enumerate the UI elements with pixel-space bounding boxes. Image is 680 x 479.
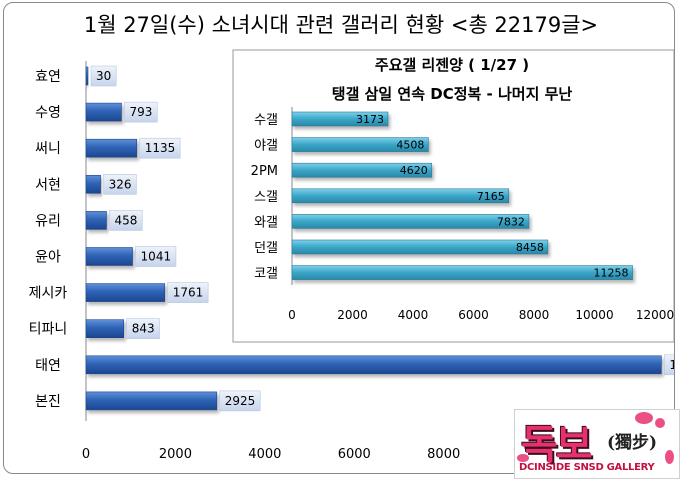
main-data-label: 326: [109, 177, 132, 191]
main-x-tick-label: 2000: [159, 447, 192, 462]
main-x-tick-label: 0: [82, 447, 90, 462]
main-bar: [85, 175, 101, 194]
main-category-label: 유리: [35, 213, 61, 229]
main-data-label-box: [135, 246, 177, 267]
gallery-watermark-logo: 독보 (獨步) DCINSIDE SNSD GALLERY: [514, 409, 680, 479]
inset-category-label: 와갤: [254, 215, 278, 230]
main-data-label: 843: [132, 322, 155, 336]
main-bar: [85, 247, 133, 266]
main-data-label-box: [664, 354, 674, 376]
main-bar: [85, 355, 662, 375]
watermark-main-text: 독보: [521, 422, 593, 468]
inset-x-tick-label: 8000: [519, 308, 550, 322]
main-category-label: 써니: [35, 141, 61, 157]
main-data-label: 793: [129, 105, 152, 119]
main-data-label-box: [124, 101, 158, 123]
inset-bar: [291, 265, 633, 280]
inset-data-label: 4620: [400, 164, 428, 177]
main-data-label-box: [167, 282, 209, 303]
chart-title: 1월 27일(수) 소녀시대 관련 갤러리 현황 <총 22179글>: [84, 13, 598, 37]
inset-bar: [291, 214, 530, 229]
main-data-label: 1135: [145, 141, 176, 155]
inset-bar: [291, 188, 510, 204]
main-chart: 1월 27일(수) 소녀시대 관련 갤러리 현황 <총 22179글> 0 200…: [29, 13, 675, 462]
inset-bar: [291, 162, 433, 178]
main-data-label-box: [103, 174, 137, 195]
inset-data-label: 4508: [396, 139, 424, 152]
main-category-label: 본진: [35, 394, 61, 410]
main-bar: [85, 319, 124, 339]
inset-title: 주요갤 리젠양 ( 1/27 ): [375, 56, 529, 74]
chart-frame: 1월 27일(수) 소녀시대 관련 갤러리 현황 <총 22179글> 0 200…: [3, 2, 675, 474]
inset-category-label: 수갤: [254, 113, 278, 128]
main-category-label: 티파니: [29, 322, 68, 338]
main-data-label-box: [90, 65, 117, 87]
inset-category-label: 스갤: [254, 190, 278, 205]
main-data-label-box: [126, 318, 160, 340]
watermark-sub-text: (獨步): [607, 433, 658, 453]
main-data-label: 30: [96, 69, 111, 83]
main-bar: [85, 66, 89, 86]
main-bar: [85, 391, 218, 411]
main-data-label: 12867: [669, 358, 675, 372]
inset-data-label: 11258: [594, 267, 629, 280]
main-bar: [85, 283, 166, 302]
main-category-label: 서현: [35, 177, 61, 193]
watermark-caption: DCINSIDE SNSD GALLERY: [519, 462, 655, 473]
main-data-label: 2925: [225, 394, 256, 408]
main-category-label: 수영: [35, 105, 61, 121]
inset-category-label: 2PM: [251, 164, 278, 179]
inset-bar: [291, 137, 429, 152]
main-x-tick-label: 6000: [338, 447, 371, 462]
main-data-label: 1761: [173, 286, 204, 300]
inset-x-tick-label: 10000: [575, 308, 613, 322]
main-bars: 30 793 1135 326 458 1041 1761 843 12867 2925: [85, 65, 675, 412]
main-x-tick-label: 8000: [427, 447, 460, 462]
main-category-label: 제시카: [29, 286, 68, 302]
main-data-label: 458: [114, 213, 137, 227]
main-data-label-box: [109, 210, 143, 231]
main-category-label: 윤아: [35, 250, 61, 266]
inset-bars: 3173 4508 4620 7165 7832 8458 11258: [291, 111, 633, 280]
inset-x-tick-label: 6000: [458, 308, 489, 322]
inset-data-label: 3173: [356, 113, 384, 126]
main-axis: 0200040006000800010000효연수영써니서현유리윤아제시카티파니…: [29, 61, 554, 462]
main-bar: [85, 138, 138, 158]
inset-data-label: 7832: [497, 215, 525, 228]
main-data-label: 1041: [141, 250, 172, 264]
inset-category-label: 코갤: [254, 267, 278, 282]
inset-x-tick-label: 0: [288, 308, 296, 322]
inset-chart: 주요갤 리젠양 ( 1/27 ) 탱갤 삼일 연속 DC정복 - 나머지 무난 …: [232, 49, 674, 343]
main-x-tick-label: 4000: [248, 447, 281, 462]
inset-x-tick-label: 4000: [398, 308, 429, 322]
inset-x-tick-label: 12000: [636, 308, 674, 322]
inset-bar: [291, 239, 549, 255]
inset-category-label: 야갤: [254, 139, 278, 154]
inset-x-tick-label: 2000: [337, 308, 368, 322]
inset-data-label: 7165: [477, 190, 505, 203]
main-data-label-box: [139, 137, 181, 159]
inset-subtitle: 탱갤 삼일 연속 DC정복 - 나머지 무난: [332, 85, 573, 103]
inset-category-label: 던갤: [254, 241, 278, 256]
main-category-label: 효연: [35, 69, 61, 85]
main-category-label: 태연: [35, 358, 61, 374]
main-data-label-box: [219, 390, 261, 412]
main-bar: [85, 102, 122, 122]
inset-bar: [291, 111, 389, 127]
main-bar: [85, 211, 107, 230]
inset-data-label: 8458: [516, 241, 544, 254]
